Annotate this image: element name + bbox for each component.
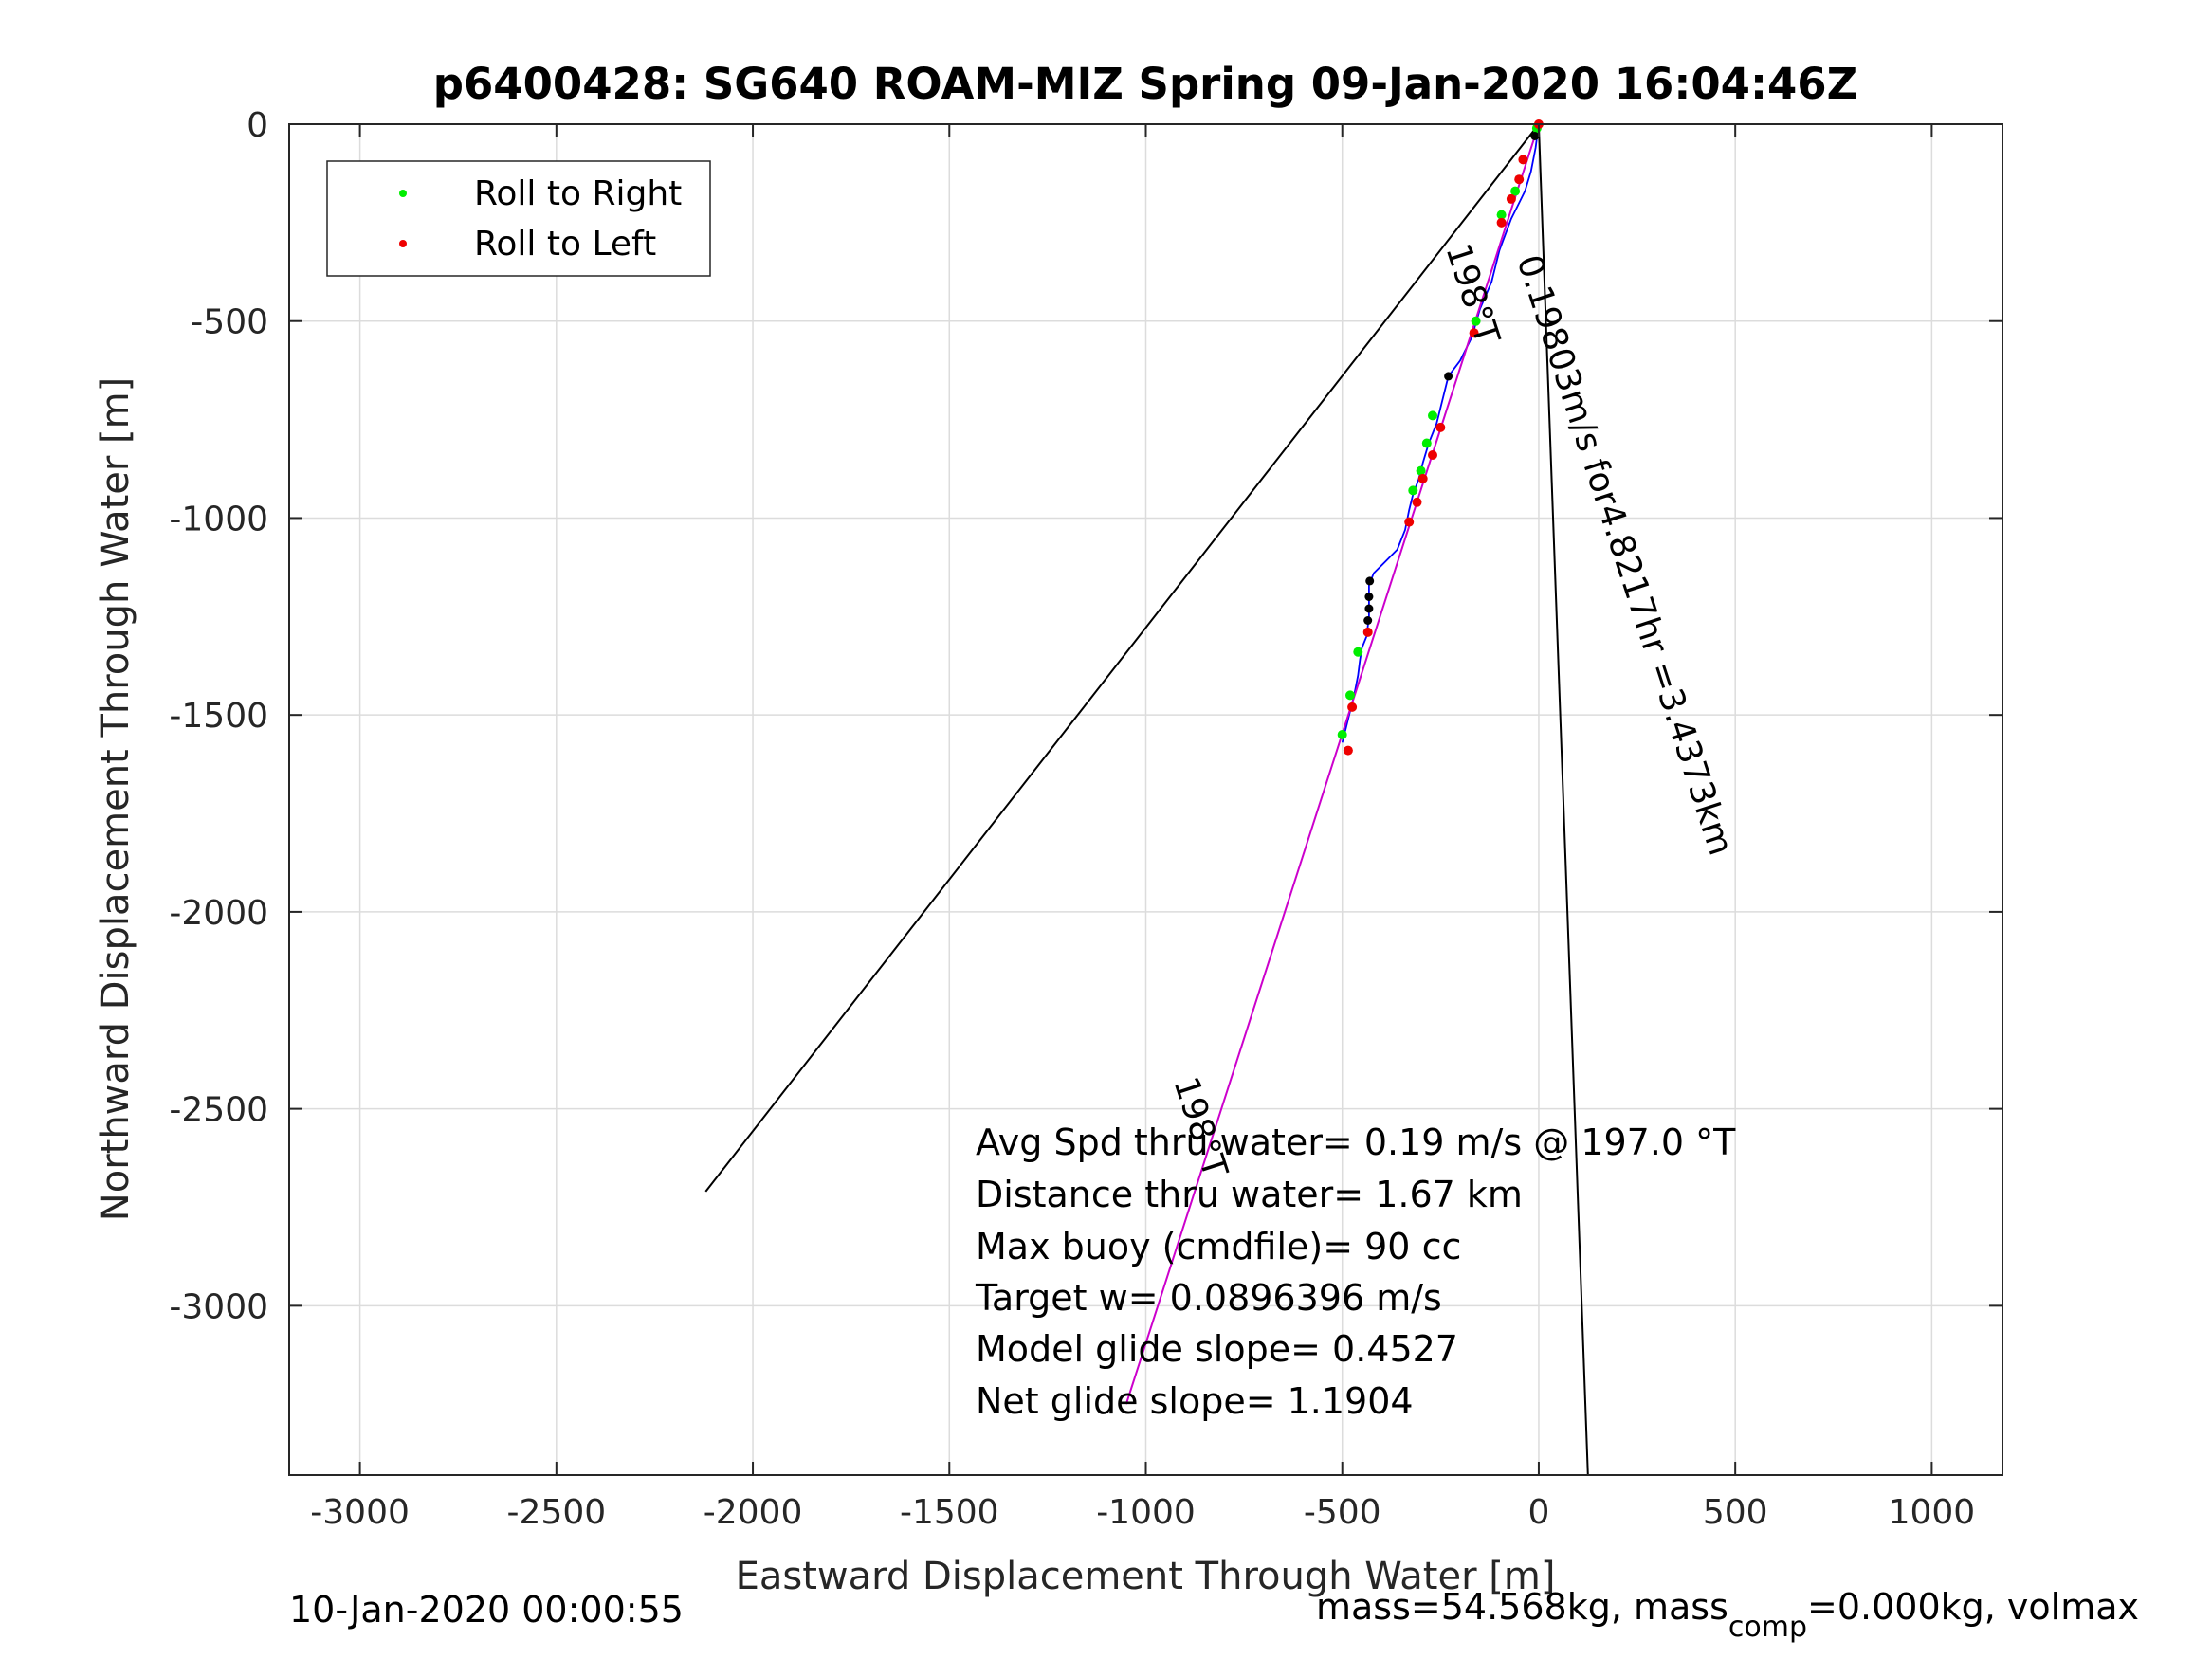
roll-right-point: [1345, 690, 1355, 701]
roll-left-point: [1343, 745, 1353, 756]
y-tick-label: 0: [247, 106, 268, 145]
y-tick-label: -500: [191, 303, 268, 342]
x-tick-label: 0: [1527, 1493, 1549, 1532]
x-tick-label: -2000: [704, 1493, 803, 1532]
stat-max-buoy: Max buoy (cmdfile)= 90 cc: [976, 1226, 1461, 1267]
data-layer: [704, 119, 1589, 1476]
axis-ticks: [289, 123, 2002, 1475]
legend-label-roll-left: Roll to Left: [474, 225, 656, 264]
x-tick-label: 500: [1703, 1493, 1768, 1532]
legend-marker-roll-left: [399, 240, 407, 247]
tick-labels: -3000 -2500 -2000 -1500 -1000 -500 0 500 1000 0 -5…: [169, 106, 1975, 1532]
control-point: [1365, 576, 1375, 586]
stat-net-glide: Net glide slope= 1.1904: [976, 1380, 1414, 1422]
y-tick-label: -2500: [169, 1091, 268, 1130]
roll-right-point: [1428, 410, 1437, 421]
stat-target-w: Target w= 0.0896396 m/s: [975, 1277, 1442, 1319]
control-point: [1530, 132, 1540, 140]
stat-model-glide: Model glide slope= 0.4527: [976, 1328, 1458, 1370]
y-tick-label: -2000: [169, 894, 268, 933]
stat-distance: Distance thru water= 1.67 km: [976, 1174, 1523, 1215]
control-point: [1444, 372, 1453, 381]
roll-left-point: [1428, 450, 1437, 460]
footer-timestamp: 10-Jan-2020 00:00:55: [289, 1589, 684, 1631]
roll-left-point: [1469, 328, 1479, 338]
roll-left-point: [1412, 497, 1422, 507]
legend-box: [326, 160, 711, 277]
x-tick-label: -2500: [507, 1493, 607, 1532]
roll-left-point: [1514, 174, 1525, 185]
stats-annotation: Avg Spd thru water= 0.19 m/s @ 197.0 °T …: [975, 1121, 1736, 1422]
x-tick-label: -3000: [310, 1493, 410, 1532]
roll-right-point: [1510, 186, 1521, 196]
x-tick-label: -1000: [1096, 1493, 1196, 1532]
control-point: [1364, 592, 1374, 601]
footer-mass-sub: comp: [1728, 1611, 1807, 1644]
series-heading-line: [1124, 123, 1540, 1405]
stat-avg-speed: Avg Spd thru water= 0.19 m/s @ 197.0 °T: [976, 1121, 1736, 1163]
y-tick-label: -1500: [169, 697, 268, 736]
x-tick-label: -1500: [900, 1493, 999, 1532]
legend-label-roll-right: Roll to Right: [474, 174, 682, 213]
control-point: [1364, 604, 1374, 613]
control-point: [1363, 616, 1373, 625]
legend: Roll to Right Roll to Left: [326, 160, 711, 277]
footer-mass-suffix: =0.000kg, volmax: [1807, 1586, 2139, 1628]
roll-right-point: [1471, 316, 1481, 326]
grid-lines: [289, 123, 2002, 1475]
series-guide-line-left: [704, 123, 1540, 1193]
legend-marker-roll-right: [399, 190, 407, 197]
y-tick-label: -1000: [169, 500, 268, 538]
x-tick-label: -500: [1304, 1493, 1381, 1532]
roll-right-point: [1353, 647, 1363, 657]
roll-left-point: [1347, 702, 1358, 712]
y-tick-label: -3000: [169, 1287, 268, 1326]
roll-right-point: [1416, 465, 1426, 476]
footer-mass-info: mass=54.568kg, masscomp=0.000kg, volmax: [1316, 1586, 2139, 1644]
x-axis-label: Eastward Displacement Through Water [m]: [736, 1555, 1556, 1598]
x-tick-label: 1000: [1889, 1493, 1976, 1532]
roll-left-point: [1417, 473, 1428, 483]
roll-right-point: [1337, 730, 1347, 739]
y-axis-label: Northward Displacement Through Water [m]: [94, 377, 137, 1221]
roll-right-point: [1421, 438, 1432, 448]
roll-left-point: [1506, 193, 1516, 204]
roll-left-point: [1362, 627, 1373, 637]
chart-title: p6400428: SG640 ROAM-MIZ Spring 09-Jan-2…: [433, 59, 1857, 109]
roll-left-point: [1518, 155, 1528, 165]
roll-left-point: [1496, 217, 1507, 228]
roll-right-point: [1496, 210, 1507, 220]
roll-left-point: [1435, 422, 1446, 432]
roll-right-point: [1408, 485, 1418, 496]
roll-left-point: [1404, 517, 1415, 527]
footer-mass-prefix: mass=54.568kg, mass: [1316, 1586, 1728, 1628]
series-guide-line-right: [1537, 123, 1589, 1476]
